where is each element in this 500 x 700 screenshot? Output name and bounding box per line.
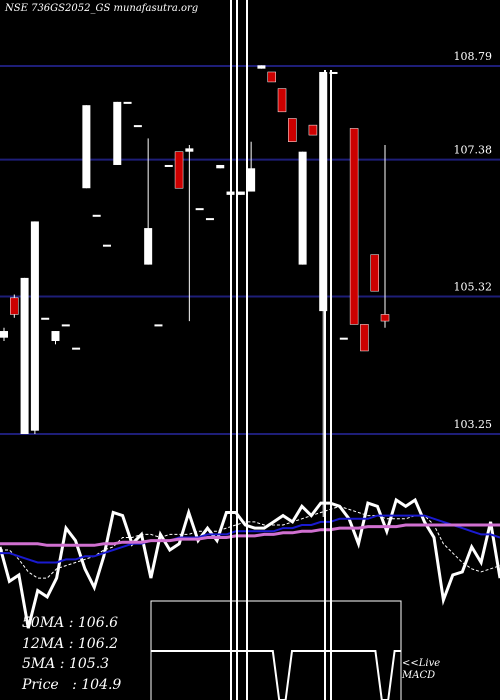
candle-body (308, 124, 318, 136)
stat-price-value: 104.9 (81, 676, 122, 693)
indicator-line-price (0, 497, 500, 629)
candle-body (41, 317, 50, 320)
macd-panel (150, 600, 402, 700)
candle-body (277, 88, 287, 113)
candle-body (72, 347, 81, 350)
symbol-header: NSE 736GS2052_GS munafasutra.org (5, 3, 199, 14)
stat-5ma-label: 5MA (22, 656, 56, 672)
candle-body (123, 101, 132, 104)
stat-50ma-value: 106.6 (77, 615, 118, 631)
candle-body (360, 324, 369, 352)
candle-body (92, 214, 101, 217)
macd-live-text: <<Live (402, 658, 441, 669)
candle-body (154, 324, 163, 327)
candle-body (164, 164, 173, 167)
candle-body (174, 151, 184, 189)
candle-body (329, 71, 338, 74)
ma-stats-panel: 50MA : 106.6 12MA : 106.2 5MA : 105.3 Pr… (22, 613, 121, 695)
candle-body (195, 208, 204, 211)
candle-body (30, 221, 39, 431)
candle-body (380, 314, 390, 322)
candle-body (216, 164, 225, 169)
candle-body (370, 254, 379, 292)
candle-body (113, 101, 122, 165)
candle-body (247, 168, 256, 192)
candle-body (288, 118, 297, 142)
indicator-line-ma_mid (0, 514, 500, 564)
candle-body (61, 324, 70, 327)
candle-body (51, 331, 60, 342)
stat-price: Price : 104.9 (22, 676, 122, 693)
stat-price-label: Price (22, 676, 59, 693)
candle-body (349, 128, 359, 325)
candle-body (257, 65, 266, 69)
stat-12ma-label: 12MA (22, 635, 65, 652)
price-tick-label: 103.25 (454, 418, 493, 431)
stat-12ma: 12MA : 106.2 (22, 635, 118, 652)
price-tick-label: 108.79 (454, 50, 493, 63)
price-tick-label: 105.32 (454, 280, 493, 293)
indicator-line-ma_slow (0, 523, 500, 547)
stat-12ma-value: 106.2 (77, 635, 118, 652)
macd-live-label: <<Live MACD (402, 658, 440, 682)
stat-50ma: 50MA : 106.6 (22, 615, 118, 631)
candle-body (20, 277, 29, 434)
candle-body (319, 71, 328, 312)
candle-body (133, 125, 142, 128)
candle-body (185, 148, 194, 152)
candle-body (298, 151, 307, 265)
price-tick-label: 107.38 (454, 144, 493, 157)
macd-text: MACD (402, 670, 436, 681)
macd-line (151, 650, 401, 700)
candle-body (0, 331, 8, 338)
stat-5ma-value: 105.3 (68, 656, 110, 672)
candle-body (10, 297, 19, 315)
candle-body (82, 105, 91, 189)
candle-body (102, 244, 111, 247)
candle-body (267, 71, 276, 83)
candle-body (144, 228, 153, 265)
candle-body (339, 337, 348, 340)
candle-body (236, 191, 245, 195)
candle-body (205, 218, 214, 221)
stat-5ma: 5MA : 105.3 (22, 656, 110, 672)
stat-50ma-label: 50MA (22, 615, 65, 631)
